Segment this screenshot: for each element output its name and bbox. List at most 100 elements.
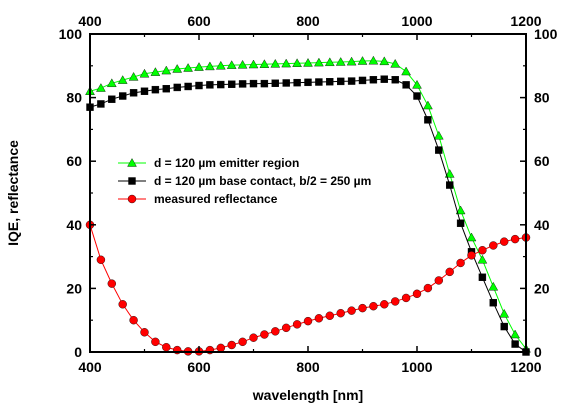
series-0-point [401,66,411,76]
series-2-point [227,340,236,350]
series-1-point [358,76,367,85]
series-0-point [205,61,215,71]
series-1-point [315,78,323,86]
series-2-point [489,241,498,250]
series-0-point [357,56,368,65]
series-0-point [423,100,433,110]
series-0-point [117,75,128,84]
series-2-point [271,327,280,336]
series-line-2 [89,224,527,352]
series-2-point [500,237,509,246]
x-tick-label-top: 600 [187,13,211,29]
series-0-point [281,58,292,68]
series-0-point [314,57,324,67]
y-tick-label-right: 40 [534,217,550,233]
y-tick-label: 60 [66,153,82,169]
series-2-point [434,276,443,285]
series-0-point [96,83,106,92]
series-0-point [455,205,466,215]
series-1-point [97,100,105,108]
series-2-point [162,343,171,352]
x-tick-label: 1000 [401,359,432,375]
series-1-point [282,79,290,87]
series-1-point [380,75,388,83]
series-1-point [446,181,454,189]
legend-label: d = 120 µm base contact, b/2 = 250 µm [154,174,371,188]
legend-entry-0: d = 120 µm emitter region [118,156,299,170]
series-0-point [346,56,357,66]
series-2-point [391,297,400,306]
y-tick-label-right: 20 [534,280,550,296]
series-1-point [249,79,258,88]
series-0-point [150,67,161,76]
series-2-point [412,289,422,299]
series-2-point [325,311,334,320]
series-0-point [303,58,313,67]
y-tick-label: 0 [74,344,82,360]
series-0-point [106,78,117,87]
y-tick-label: 100 [59,26,83,42]
series-0-point [248,59,259,69]
series-2-point [314,314,324,323]
series-2-point [129,316,138,325]
series-2-point [478,246,487,255]
y-tick-label-right: 60 [534,153,550,169]
legend-marker [127,194,137,204]
series-2-point [401,293,411,303]
y-tick-label-right: 0 [534,344,542,360]
series-1-point [456,219,465,227]
legend-label: measured reflectance [154,192,278,206]
series-2-point [445,267,454,277]
series-0-point [466,232,477,242]
legend-marker [127,158,137,167]
y-axis-label: IQE, reflectance [5,140,21,246]
series-1-point [369,76,378,84]
series-2-point [510,234,520,244]
series-0-point [292,58,302,67]
legend-marker [128,177,136,185]
series-0-point [161,65,172,75]
x-tick-label-top: 1200 [510,13,541,29]
series-2-point [369,302,378,311]
series-1-point [500,322,508,331]
series-2-point [423,283,433,293]
series-1-point [424,116,432,124]
series-1-point [173,83,181,92]
series-2-point [282,323,291,333]
series-0-point [433,130,444,140]
series-2-point [380,300,389,309]
series-1-point [271,79,279,87]
series-0-point [412,79,422,89]
series-1-point [293,78,301,87]
y-tick-label: 40 [66,217,82,233]
series-0-point [379,56,390,66]
x-tick-label: 600 [187,359,211,375]
series-1-point [326,77,334,86]
x-axis-label: wavelength [nm] [252,387,363,403]
series-1-point [108,95,116,103]
legend-entry-1: d = 120 µm base contact, b/2 = 250 µm [118,174,371,188]
series-0-point [259,59,270,68]
series-1-point [435,146,443,154]
series-1-point [162,84,171,93]
series-2-point [216,343,226,353]
x-tick-label: 1200 [510,359,541,375]
x-tick-label-top: 1000 [401,13,432,29]
series-1-point [206,81,214,89]
series-2-point [118,300,127,309]
series-0-point [128,72,139,81]
series-0-point [194,62,204,71]
series-2-point [238,337,247,347]
series-0-point [335,57,346,66]
y-tick-label-right: 100 [534,26,558,42]
series-2-point [96,255,106,264]
series-1-point [260,79,269,88]
series-0-point [477,254,488,264]
x-tick-label-top: 800 [296,13,320,29]
series-1-point [489,299,497,307]
series-0-point [488,281,499,291]
series-1-point [184,82,192,91]
series-2-point [151,337,160,347]
series-0-point [270,58,281,68]
series-1-point [391,76,399,84]
